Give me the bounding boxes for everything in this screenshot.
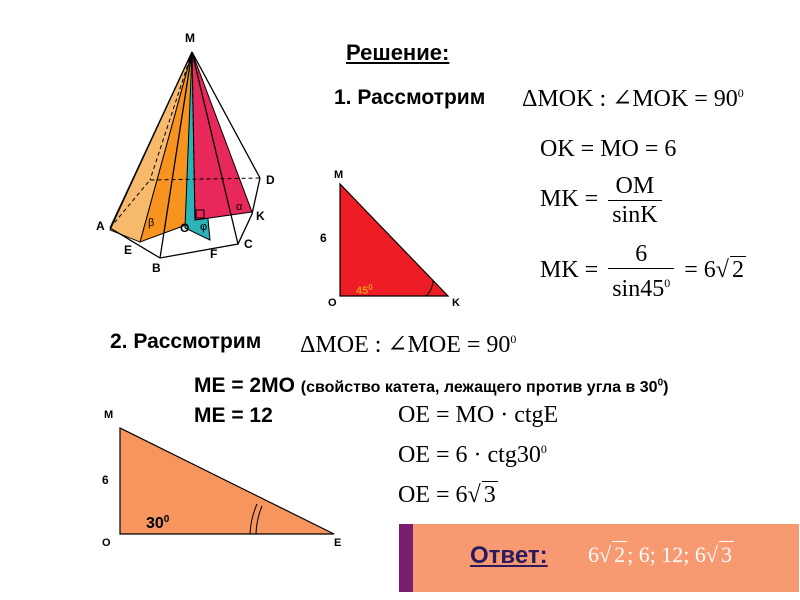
angle-k-arc	[425, 280, 434, 297]
step1-triangle-text: ΔMOK : ∠MOK = 90	[522, 86, 738, 112]
pyr-label-B: B	[152, 261, 161, 275]
mk2-left: MK =	[540, 257, 599, 284]
pyramid-figure: M A E B F C K D O β φ α	[96, 31, 275, 275]
oe-ctg30-formula: OE = 6 · ctg300	[398, 442, 547, 469]
triangle-moe-figure: M O E 6 300	[102, 409, 341, 549]
oe-value-formula: OE = 6√ 3	[398, 481, 498, 509]
mok-label-K: K	[452, 297, 460, 309]
answer-v1-coef: 6	[588, 542, 599, 567]
moe-label-O: O	[102, 537, 111, 549]
answer-values: 6√ 2; 6; 12; 6√ 3	[588, 541, 734, 568]
pyr-label-K: K	[256, 209, 265, 223]
oe-sqrt: √ 3	[467, 481, 498, 508]
moe-label-E: E	[334, 537, 341, 549]
answer-v1-sqrt: √ 2	[599, 541, 628, 567]
mk2-sqrt: √ 2	[715, 256, 746, 284]
mk-formula: MK = OM sinK	[540, 172, 666, 229]
edge-mb	[159, 51, 193, 259]
edge-mo-dashed	[191, 51, 196, 221]
angle-e-arc-2	[255, 505, 263, 535]
oe-radicand: 3	[481, 481, 498, 508]
me-note-end: )	[663, 379, 669, 396]
mk2-right: = 6	[684, 257, 716, 284]
mok-label-O: O	[328, 297, 337, 309]
answer-v3-radicand: 3	[719, 541, 734, 567]
mk2-fraction: 6 sin450	[608, 240, 675, 303]
moe-label-M: M	[104, 409, 113, 421]
step1-triangle-formula: ΔMOK : ∠MOK = 900	[522, 84, 744, 113]
ok-mo-formula: OK = MO = 6	[540, 136, 677, 162]
step2-label: 2. Рассмотрим	[110, 330, 262, 353]
answer-v3-sqrt: √ 3	[705, 541, 734, 567]
moe-angle-label: 300	[146, 514, 170, 532]
oe-value-left: OE = 6	[398, 482, 468, 508]
answer-v1-radicand: 2	[612, 541, 628, 567]
answer-label: Ответ:	[470, 542, 548, 569]
mk-fraction: OM sinK	[608, 172, 662, 229]
answer-box	[399, 524, 799, 592]
mok-angle-sup: 0	[368, 283, 373, 292]
moe-angle-sup: 0	[164, 514, 170, 525]
mok-side-label: 6	[320, 231, 327, 245]
oe-ctg-formula: OE = MO · ctgE	[398, 402, 559, 428]
oe-ctg30-text: OE = 6 · ctg30	[398, 442, 541, 468]
pyr-label-M: M	[185, 31, 195, 45]
step2-triangle-text: ΔMOE : ∠MOE = 90	[300, 332, 511, 358]
triangle-moe	[119, 427, 335, 535]
step1-degree-sup: 0	[737, 86, 744, 100]
step1-label: 1. Рассмотрим	[334, 86, 486, 109]
moe-angle-value: 30	[146, 515, 164, 532]
page-title: Решение:	[346, 40, 450, 65]
right-angle-marker	[195, 209, 205, 219]
pyr-label-C: C	[244, 237, 253, 251]
angle-e-arc-1	[249, 503, 258, 535]
pyramid-face-crimson	[191, 51, 253, 221]
mk-left: MK =	[540, 186, 599, 213]
mk-numerator: OM	[608, 172, 662, 201]
mk2-radicand: 2	[729, 256, 746, 284]
mk2-den-text: sin45	[612, 276, 665, 302]
edge-md	[191, 51, 261, 179]
mk2-numerator: 6	[608, 240, 675, 269]
mk2-den-sup: 0	[664, 276, 671, 290]
triangle-mok	[339, 182, 450, 297]
mok-angle-label: 450	[356, 283, 373, 297]
triangle-mok-figure: M O K 6 450	[320, 169, 460, 309]
pyr-label-A: A	[96, 219, 105, 233]
answer-accent-bar	[399, 524, 413, 592]
answer-v2: ; 6; 12;	[627, 542, 695, 567]
mk-value-formula: MK = 6 sin450 = 6√ 2	[540, 240, 746, 303]
me-value-line: ME = 12	[194, 404, 273, 427]
step2-triangle-formula: ΔMOE : ∠MOE = 900	[300, 330, 516, 359]
pyramid-base-back	[109, 177, 261, 229]
me-note-sup: 0	[657, 377, 664, 389]
pyr-label-D: D	[266, 173, 275, 187]
me-note-text: (свойство катета, лежащего против угла в…	[300, 379, 658, 396]
pyr-label-E: E	[124, 243, 132, 257]
moe-side-label: 6	[102, 473, 109, 487]
mk2-denominator: sin450	[608, 269, 674, 303]
pyr-label-beta: β	[148, 217, 154, 229]
pyr-label-phi: φ	[200, 221, 207, 233]
me-2mo-text: ME = 2MO	[194, 374, 295, 397]
edge-ma	[109, 51, 193, 229]
mok-label-M: M	[334, 169, 343, 181]
step2-degree-sup: 0	[510, 332, 517, 346]
edge-back-left	[149, 51, 193, 181]
mk-denominator: sinK	[612, 202, 658, 228]
answer-v3-coef: 6	[694, 542, 706, 567]
edge-mc	[191, 51, 239, 245]
pyr-label-alpha: α	[236, 201, 243, 213]
pyr-label-F: F	[210, 247, 217, 261]
pyr-label-O: O	[180, 221, 189, 235]
mok-angle-value: 45	[356, 285, 368, 297]
oe-ctg30-sup: 0	[540, 442, 547, 456]
me-property-line: ME = 2MO (свойство катета, лежащего прот…	[194, 374, 668, 398]
me-property-note: (свойство катета, лежащего против угла в…	[300, 377, 669, 396]
